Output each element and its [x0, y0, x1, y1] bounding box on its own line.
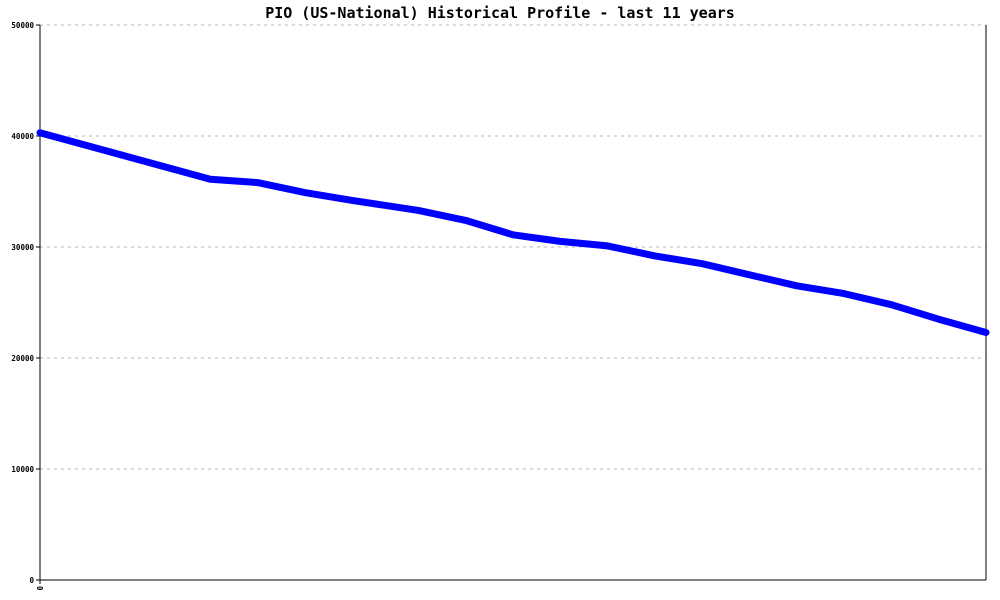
chart-title: PIO (US-National) Historical Profile - l… [265, 4, 735, 22]
y-tick-labels: 0 10000 20000 30000 40000 50000 [11, 21, 34, 585]
y-tick-label: 10000 [11, 465, 34, 474]
y-tick-label: 20000 [11, 354, 34, 363]
gridlines [40, 24, 986, 470]
y-tick-label: 30000 [11, 243, 34, 252]
y-tick-label: 0 [29, 576, 34, 585]
axes [36, 24, 987, 584]
series-line [36, 129, 990, 336]
x-tick-labels: 0 [36, 586, 45, 591]
x-tick-label: 0 [36, 586, 45, 591]
series-layer [36, 129, 990, 336]
y-tick-label: 50000 [11, 21, 34, 30]
y-tick-label: 40000 [11, 132, 34, 141]
